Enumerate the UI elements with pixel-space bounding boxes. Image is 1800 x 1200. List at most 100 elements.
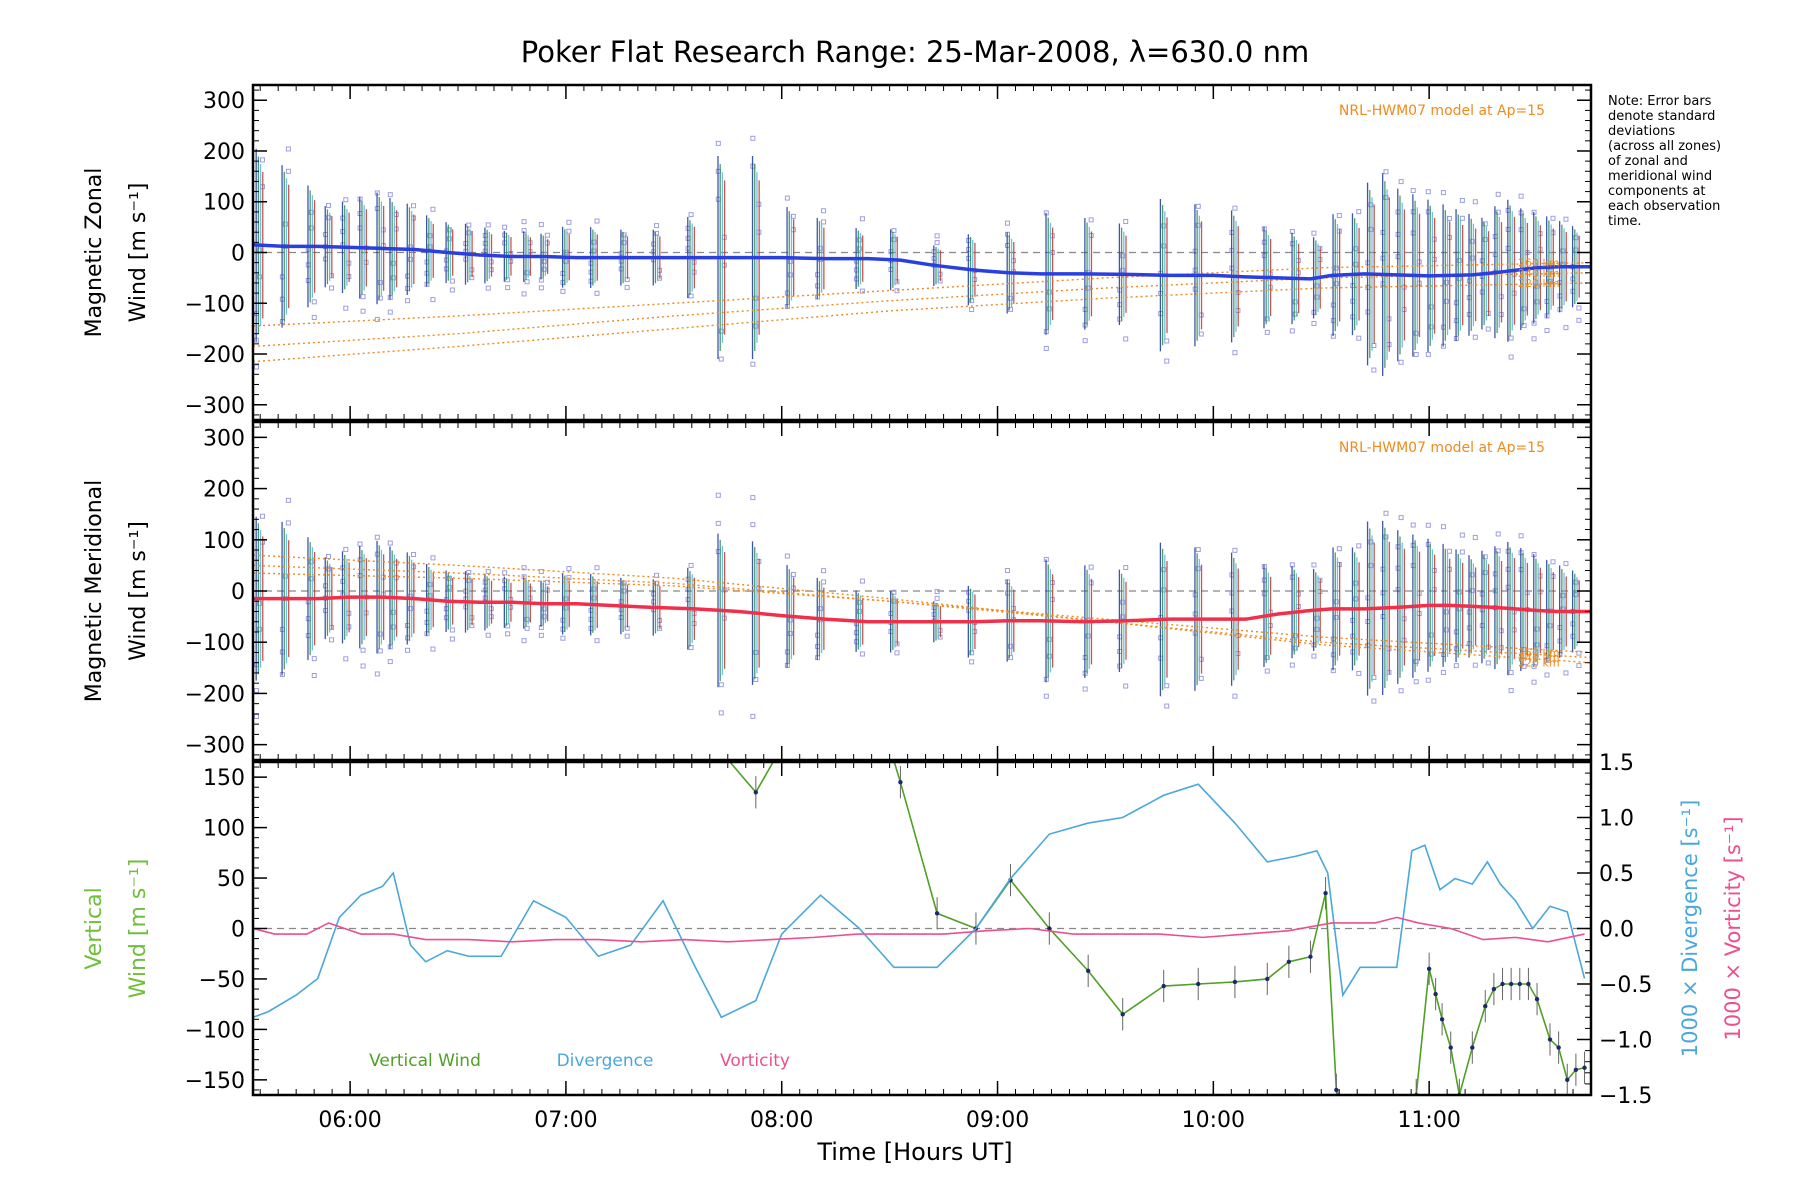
zone-sample-marker (1164, 358, 1170, 364)
zone-sample-marker (934, 240, 940, 246)
zone-sample-marker (544, 232, 550, 238)
vertical-wind-point (1582, 1065, 1587, 1070)
zone-sample-marker (1398, 359, 1404, 365)
zone-sample-marker (1576, 650, 1582, 656)
zone-sample-marker (718, 682, 724, 688)
zone-sample-marker (1232, 693, 1238, 699)
right-axis-tick-label: −0.5 (1599, 973, 1652, 998)
zone-sample-marker (688, 212, 694, 218)
zone-sample-marker (1440, 190, 1446, 196)
zone-sample-marker (538, 222, 544, 228)
vertical-wind-point (1334, 1087, 1339, 1093)
zone-sample-marker (524, 616, 530, 622)
zone-sample-marker (1482, 554, 1488, 560)
zone-sample-marker (1311, 562, 1317, 568)
vertical-wind-point (1439, 1017, 1445, 1022)
zone-sample-marker (360, 647, 366, 653)
panel-frame (251, 420, 1593, 762)
zone-sample-marker (253, 364, 259, 370)
zone-sample-marker (1004, 220, 1010, 226)
y-axis-tick-label: 0 (231, 242, 245, 267)
zone-sample-marker (1576, 317, 1582, 323)
zone-sample-marker (1368, 563, 1374, 569)
zone-sample-marker (446, 227, 452, 233)
zone-sample-marker (750, 713, 756, 719)
zone-sample-marker (1123, 336, 1129, 342)
plot-area (253, 135, 1591, 377)
zone-sample-marker (1046, 306, 1052, 312)
zone-sample-marker (411, 552, 417, 558)
zone-sample-marker (1082, 338, 1088, 344)
zone-sample-marker (1472, 199, 1478, 205)
zone-sample-marker (1368, 226, 1374, 232)
model-curve-model_240 (253, 564, 1591, 659)
vorticity-line (253, 916, 1585, 943)
zone-sample-marker (715, 520, 721, 526)
zone-sample-marker (1576, 663, 1582, 669)
zone-sample-marker (449, 636, 455, 642)
zone-sample-marker (969, 650, 975, 656)
y-axis-tick-label: 0 (231, 580, 245, 605)
zone-sample-marker (1482, 237, 1488, 243)
zone-sample-marker (1353, 596, 1359, 602)
zone-sample-marker (1088, 217, 1094, 223)
zone-sample-marker (521, 638, 527, 644)
zone-sample-marker (285, 497, 291, 503)
zone-sample-marker (1560, 593, 1566, 599)
x-axis-tick-label: 08:00 (750, 1108, 813, 1133)
zone-sample-marker (541, 259, 547, 265)
zone-sample-marker (446, 236, 452, 242)
zone-sample-marker (718, 356, 724, 362)
zone-sample-marker (859, 578, 865, 584)
zone-sample-marker (1164, 683, 1170, 689)
zone-sample-marker (654, 230, 660, 236)
zone-sample-marker (1534, 642, 1540, 648)
plot-area (253, 762, 1591, 1095)
zone-sample-marker (1495, 548, 1501, 554)
zone-sample-marker (282, 221, 288, 227)
y-axis-tick-label: −50 (199, 968, 245, 993)
zone-sample-marker (521, 219, 527, 225)
y-axis-label-line-2: Wind [m s⁻¹] (126, 521, 151, 661)
zone-sample-marker (1573, 247, 1579, 253)
zone-sample-marker (621, 588, 627, 594)
zone-sample-marker (1576, 305, 1582, 311)
zone-sample-marker (1563, 325, 1569, 331)
zone-sample-marker (1356, 335, 1362, 341)
vertical-wind-point (1573, 1067, 1579, 1072)
zone-sample-marker (1573, 235, 1579, 241)
zone-sample-marker (654, 223, 660, 229)
zone-sample-marker (1046, 653, 1052, 659)
zone-sample-marker (427, 582, 433, 588)
zone-sample-marker (538, 285, 544, 291)
zone-sample-marker (408, 606, 414, 612)
zone-sample-marker (1043, 693, 1049, 699)
zone-sample-marker (1573, 579, 1579, 585)
model-height-label: 220 km (1518, 277, 1560, 290)
chart-title: Poker Flat Research Range: 25-Mar-2008, … (521, 35, 1309, 69)
zone-sample-marker (377, 279, 383, 285)
y-axis-tick-label: 100 (203, 817, 245, 842)
vertical-wind-panel: Vertical Wind Divergence Vorticity 1.5 1.0 0.… (82, 751, 1745, 1133)
zone-sample-marker (1314, 294, 1320, 300)
zone-sample-marker (1311, 653, 1317, 659)
zone-sample-marker (750, 361, 756, 367)
zone-sample-marker (591, 595, 597, 601)
zone-sample-marker (591, 586, 597, 592)
zone-sample-marker (253, 688, 259, 694)
zone-sample-marker (969, 307, 975, 313)
zone-sample-marker (343, 197, 349, 203)
zone-sample-marker (1289, 328, 1295, 334)
zone-sample-marker (1472, 334, 1478, 340)
zone-sample-marker (541, 614, 547, 620)
zone-sample-marker (1459, 215, 1465, 221)
note-line-5: of zonal and (1608, 154, 1688, 169)
zone-sample-marker (1440, 670, 1446, 676)
zone-sample-marker (377, 631, 383, 637)
vertical-wind-point (1448, 1045, 1453, 1050)
zone-sample-marker (329, 637, 335, 643)
zone-sample-marker (1495, 531, 1501, 537)
zone-sample-marker (891, 228, 897, 234)
zone-sample-marker (1398, 688, 1404, 694)
zone-sample-marker (818, 606, 824, 612)
